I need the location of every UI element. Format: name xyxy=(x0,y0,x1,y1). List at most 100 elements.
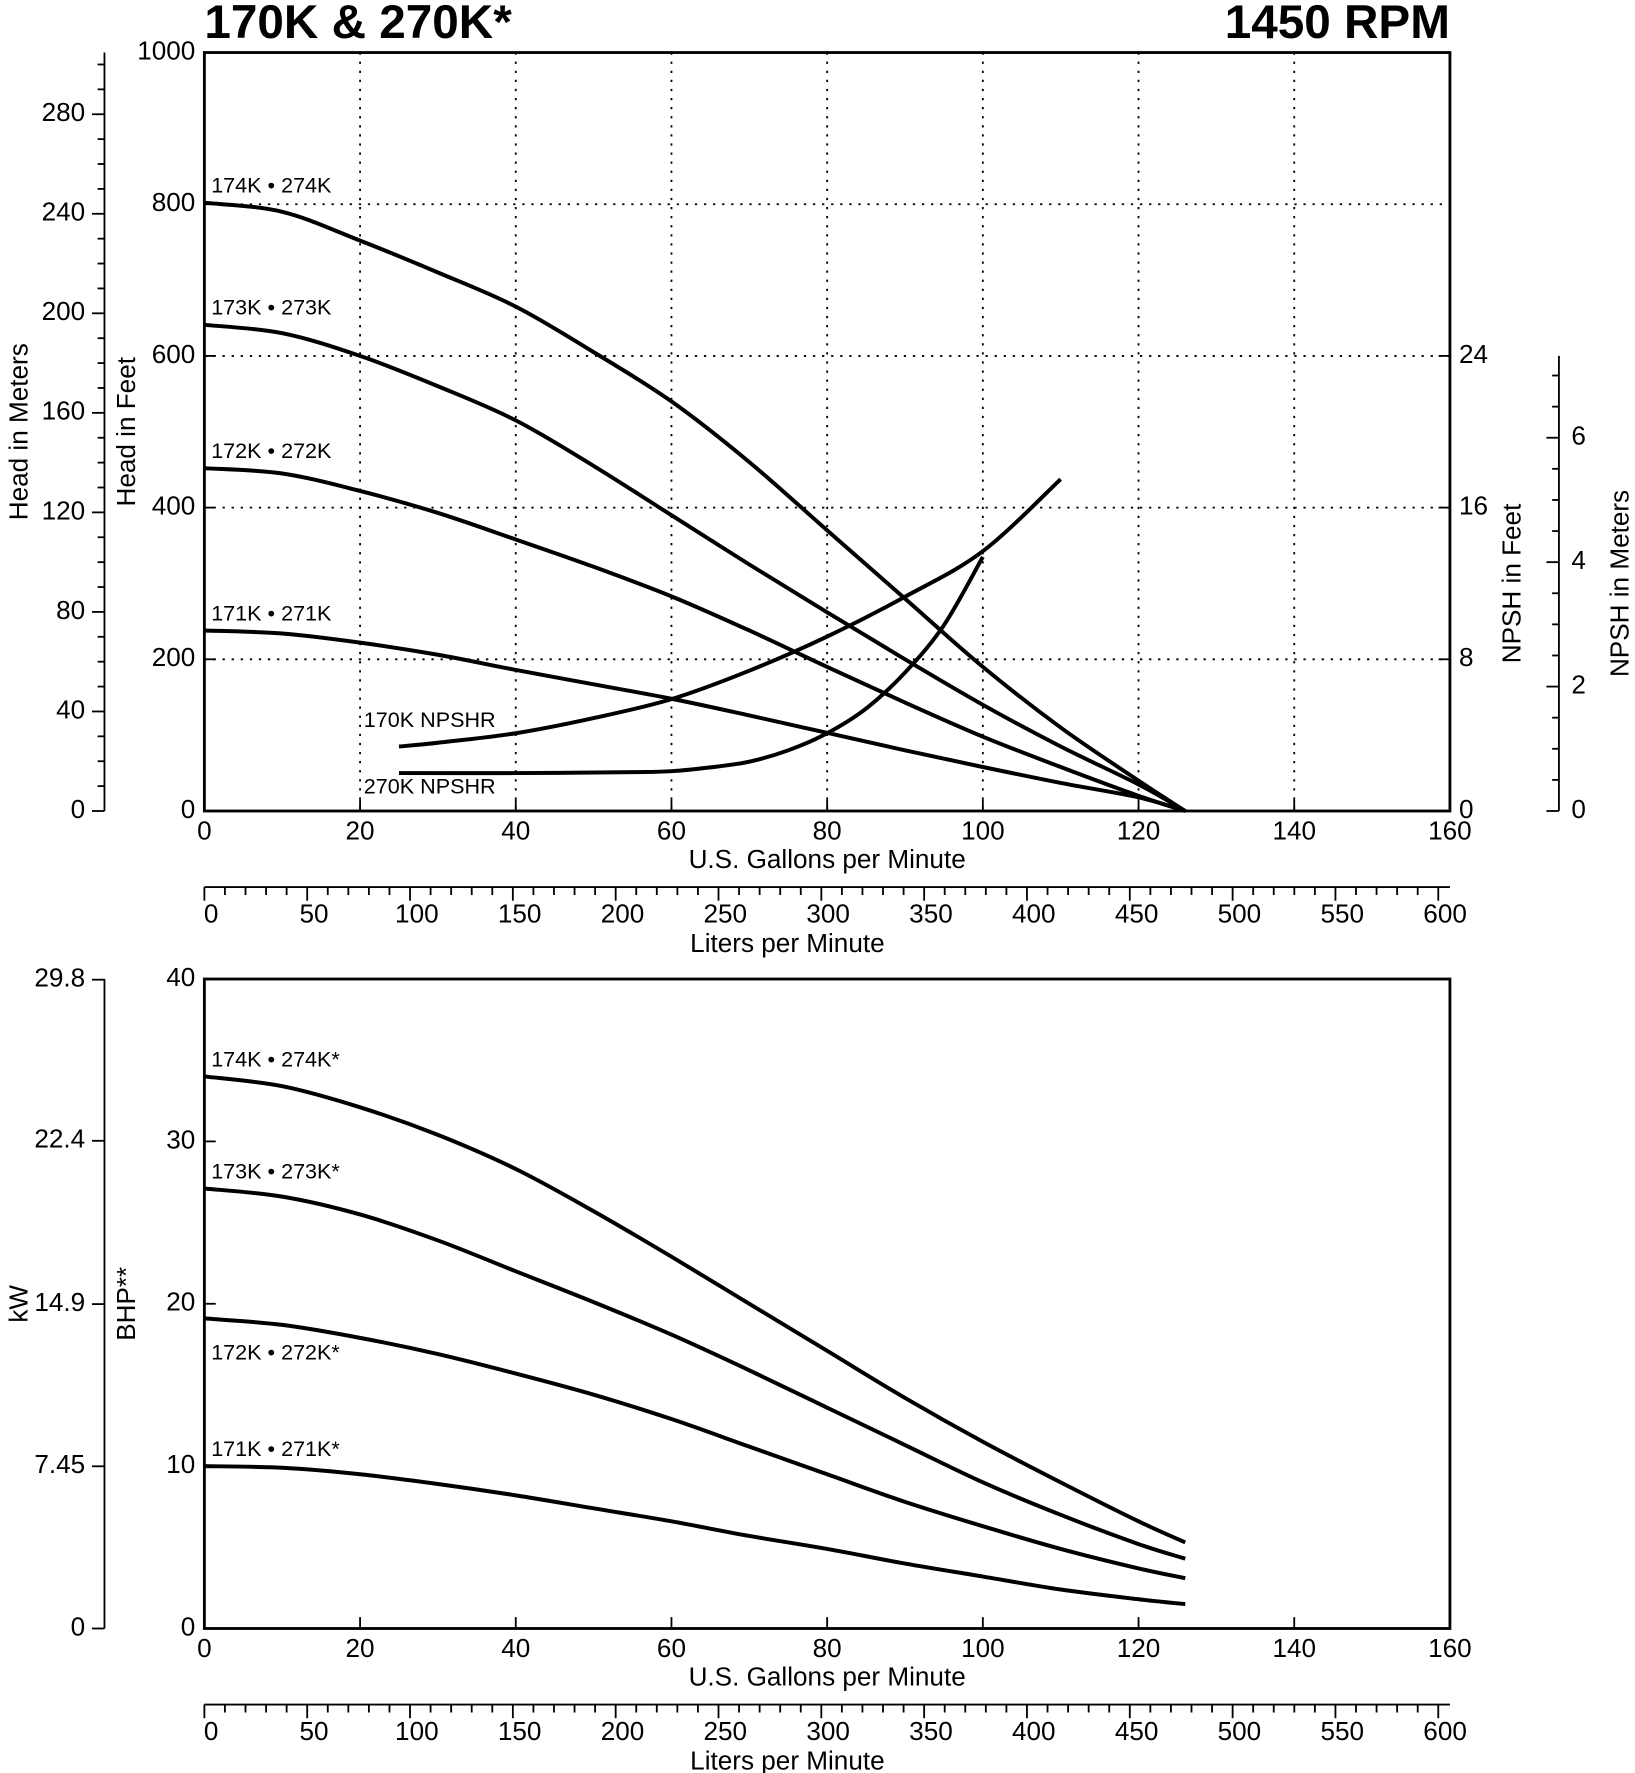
x-tick-label: 140 xyxy=(1272,1633,1316,1663)
curve-label: 172K • 272K* xyxy=(211,1339,340,1364)
plot-frame xyxy=(202,51,1452,813)
x-tick-label: 20 xyxy=(346,815,375,845)
x2-tick-label: 50 xyxy=(299,898,328,928)
x2-tick-label: 250 xyxy=(704,1716,748,1746)
curve xyxy=(398,477,1063,749)
y-tick-label: 40 xyxy=(166,962,195,992)
x2-tick-label: 50 xyxy=(299,1716,328,1746)
curve xyxy=(204,200,1187,813)
y3-tick-label: 160 xyxy=(42,396,86,426)
y2-tick-label: 16 xyxy=(1459,491,1488,521)
y-tick-label: 20 xyxy=(166,1287,195,1317)
x2-axis-label: Liters per Minute xyxy=(690,1745,884,1773)
x-tick-label: 160 xyxy=(1428,815,1472,845)
y-axis-label: Head in Feet xyxy=(111,356,141,506)
x2-tick-label: 450 xyxy=(1115,898,1159,928)
x2-tick-label: 450 xyxy=(1115,1716,1159,1746)
x2-tick-label: 150 xyxy=(498,898,542,928)
curve-label: 171K • 271K xyxy=(211,600,332,625)
x-tick-label: 160 xyxy=(1428,1633,1472,1663)
x-tick-label: 20 xyxy=(346,1633,375,1663)
curve-label: 173K • 273K xyxy=(211,295,332,320)
curve-label: 270K NPSHR xyxy=(364,774,496,799)
y3-axis-label: kW xyxy=(3,1285,33,1323)
y3-tick-label: 14.9 xyxy=(34,1287,85,1317)
y2-axis-label: NPSH in Feet xyxy=(1496,503,1526,663)
y3-axis-label: Head in Meters xyxy=(3,343,33,520)
y-tick-label: 200 xyxy=(152,642,196,672)
y3-tick-label: 240 xyxy=(42,197,86,227)
y3-tick-label: 40 xyxy=(56,694,85,724)
y3-tick-label: 200 xyxy=(42,296,86,326)
chart-subtitle: 1450 RPM xyxy=(1225,0,1450,49)
x2-tick-label: 200 xyxy=(601,898,645,928)
y4-tick-label: 4 xyxy=(1571,545,1586,575)
y-tick-label: 1000 xyxy=(137,35,195,65)
x2-tick-label: 550 xyxy=(1320,1716,1364,1746)
x2-tick-label: 600 xyxy=(1423,898,1467,928)
curve xyxy=(398,555,985,776)
curve xyxy=(204,322,1187,813)
x-tick-label: 120 xyxy=(1117,1633,1161,1663)
y3-tick-label: 22.4 xyxy=(34,1124,85,1154)
x-tick-label: 40 xyxy=(501,815,530,845)
x2-tick-label: 100 xyxy=(395,1716,439,1746)
y2-tick-label: 8 xyxy=(1459,642,1474,672)
x-tick-label: 80 xyxy=(813,1633,842,1663)
x-tick-label: 140 xyxy=(1272,815,1316,845)
x-tick-label: 100 xyxy=(961,815,1005,845)
y-tick-label: 800 xyxy=(152,187,196,217)
x2-tick-label: 350 xyxy=(909,1716,953,1746)
x-tick-label: 120 xyxy=(1117,815,1161,845)
x2-tick-label: 500 xyxy=(1218,898,1262,928)
x-axis-label: U.S. Gallons per Minute xyxy=(689,1661,966,1691)
y-axis-label: BHP** xyxy=(111,1267,141,1341)
y3-tick-label: 120 xyxy=(42,495,86,525)
x-tick-label: 40 xyxy=(501,1633,530,1663)
plot-frame xyxy=(202,977,1452,1630)
x2-tick-label: 500 xyxy=(1218,1716,1262,1746)
y-tick-label: 30 xyxy=(166,1124,195,1154)
y3-tick-label: 0 xyxy=(71,794,86,824)
x2-tick-label: 0 xyxy=(204,898,219,928)
x2-tick-label: 100 xyxy=(395,898,439,928)
y-tick-label: 400 xyxy=(152,491,196,521)
curve xyxy=(204,628,1186,813)
x2-tick-label: 150 xyxy=(498,1716,542,1746)
y4-tick-label: 6 xyxy=(1571,421,1586,451)
curve-label: 170K NPSHR xyxy=(364,707,496,732)
x2-tick-label: 0 xyxy=(204,1716,219,1746)
y4-tick-label: 2 xyxy=(1571,669,1586,699)
x2-axis-label: Liters per Minute xyxy=(690,928,884,958)
x2-tick-label: 300 xyxy=(806,1716,850,1746)
x-tick-label: 60 xyxy=(657,1633,686,1663)
x2-tick-label: 350 xyxy=(909,898,953,928)
y4-axis-label: NPSH in Meters xyxy=(1604,490,1634,677)
y3-tick-label: 280 xyxy=(42,97,86,127)
x2-tick-label: 200 xyxy=(601,1716,645,1746)
x-tick-label: 100 xyxy=(961,1633,1005,1663)
x2-tick-label: 300 xyxy=(806,898,850,928)
curve-label: 173K • 273K* xyxy=(211,1158,340,1183)
curve-label: 171K • 271K* xyxy=(211,1436,340,1461)
x-tick-label: 0 xyxy=(197,1633,212,1663)
y2-tick-label: 0 xyxy=(1459,794,1474,824)
curve-label: 174K • 274K xyxy=(211,173,332,198)
x2-tick-label: 400 xyxy=(1012,898,1056,928)
curve xyxy=(204,1464,1186,1607)
y3-tick-label: 7.45 xyxy=(34,1449,85,1479)
y3-tick-label: 0 xyxy=(71,1611,86,1641)
x2-tick-label: 250 xyxy=(704,898,748,928)
y-tick-label: 0 xyxy=(181,1611,196,1641)
x-tick-label: 60 xyxy=(657,815,686,845)
curve-label: 172K • 272K xyxy=(211,438,332,463)
y-tick-label: 0 xyxy=(181,794,196,824)
x-tick-label: 0 xyxy=(197,815,212,845)
chart-title: 170K & 270K* xyxy=(204,0,512,49)
x-tick-label: 80 xyxy=(813,815,842,845)
x-axis-label: U.S. Gallons per Minute xyxy=(689,844,966,874)
curve xyxy=(204,1316,1186,1581)
x2-tick-label: 400 xyxy=(1012,1716,1056,1746)
